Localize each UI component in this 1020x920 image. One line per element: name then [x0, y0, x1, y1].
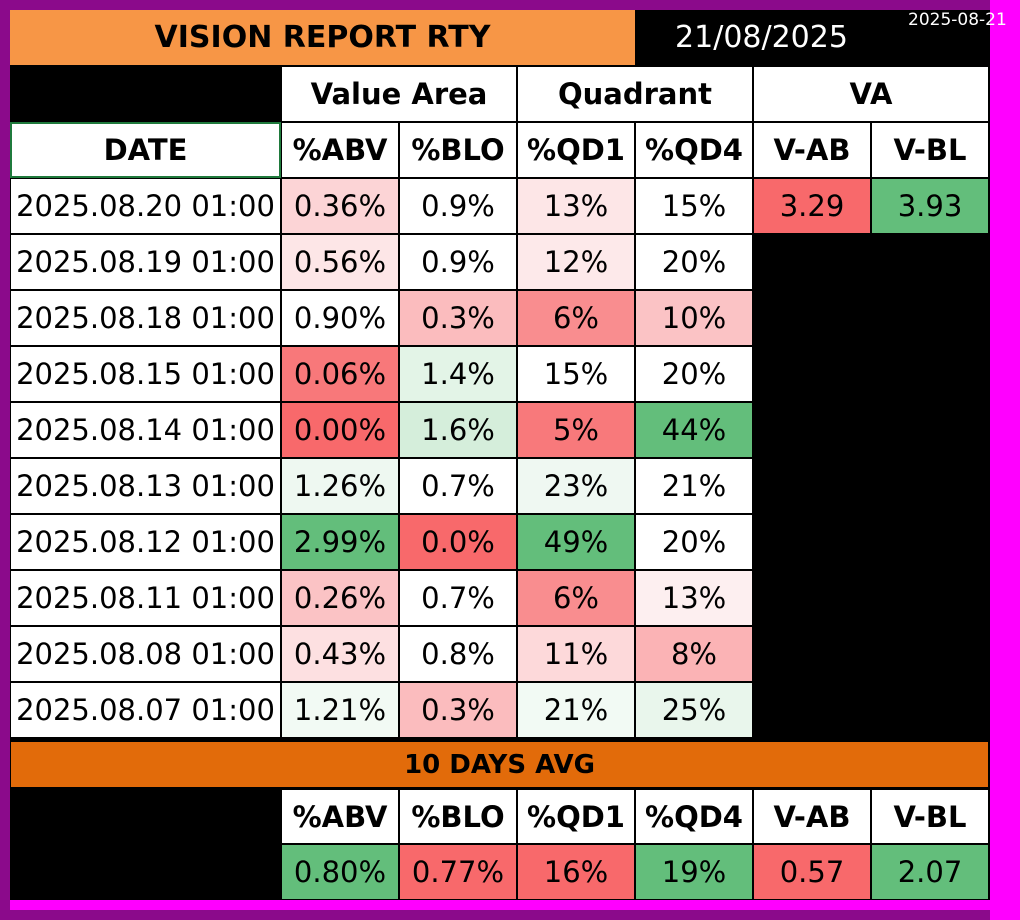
group-header-quadrant: Quadrant: [517, 66, 753, 122]
value-cell-abv: 1.26%: [281, 458, 399, 514]
date-cell: 2025.08.07 01:00: [10, 682, 281, 738]
value-cell-abv: 2.99%: [281, 514, 399, 570]
column-header-date: DATE: [10, 122, 281, 178]
bottom-border-strip: [10, 900, 990, 910]
group-header-value-area: Value Area: [281, 66, 517, 122]
value-cell-abv: 0.90%: [281, 290, 399, 346]
avg-value-qd4: 19%: [635, 844, 753, 900]
right-border-strip: [990, 0, 1020, 920]
value-cell-abv: 0.43%: [281, 626, 399, 682]
report-title: VISION REPORT RTY: [10, 10, 635, 65]
date-cell: 2025.08.13 01:00: [10, 458, 281, 514]
value-cell-vbl: 3.93: [871, 178, 989, 234]
column-header-v-bl: V-BL: [871, 122, 989, 178]
value-cell-abv: 0.06%: [281, 346, 399, 402]
column-header-pct-blo: %BLO: [399, 122, 517, 178]
avg-header-qd1: %QD1: [517, 789, 635, 844]
date-cell: 2025.08.19 01:00: [10, 234, 281, 290]
value-cell-qd1: 49%: [517, 514, 635, 570]
value-cell-abv: 0.00%: [281, 402, 399, 458]
value-cell-qd4: 15%: [635, 178, 753, 234]
value-cell-qd1: 15%: [517, 346, 635, 402]
avg-header-abv: %ABV: [281, 789, 399, 844]
value-cell-qd4: 44%: [635, 402, 753, 458]
avg-header-vbl: V-BL: [871, 789, 989, 844]
value-cell-qd1: 11%: [517, 626, 635, 682]
column-header-pct-qd4: %QD4: [635, 122, 753, 178]
date-cell: 2025.08.11 01:00: [10, 570, 281, 626]
value-cell-qd4: 8%: [635, 626, 753, 682]
value-cell-blo: 0.9%: [399, 178, 517, 234]
value-cell-qd1: 6%: [517, 570, 635, 626]
column-header-pct-abv: %ABV: [281, 122, 399, 178]
date-cell: 2025.08.20 01:00: [10, 178, 281, 234]
avg-value-qd1: 16%: [517, 844, 635, 900]
date-cell: 2025.08.08 01:00: [10, 626, 281, 682]
value-cell-qd1: 21%: [517, 682, 635, 738]
avg-value-vbl: 2.07: [871, 844, 989, 900]
value-cell-qd4: 20%: [635, 234, 753, 290]
value-cell-qd1: 12%: [517, 234, 635, 290]
value-cell-qd4: 21%: [635, 458, 753, 514]
avg-value-vab: 0.57: [753, 844, 871, 900]
group-header-va: VA: [753, 66, 989, 122]
value-cell-qd4: 13%: [635, 570, 753, 626]
value-cell-abv: 0.26%: [281, 570, 399, 626]
value-cell-qd4: 25%: [635, 682, 753, 738]
value-cell-qd4: 20%: [635, 346, 753, 402]
value-cell-blo: 1.4%: [399, 346, 517, 402]
report-date: 21/08/2025: [635, 10, 888, 65]
column-header-v-ab: V-AB: [753, 122, 871, 178]
avg-value-blo: 0.77%: [399, 844, 517, 900]
value-cell-blo: 0.0%: [399, 514, 517, 570]
value-cell-qd1: 13%: [517, 178, 635, 234]
value-cell-blo: 0.8%: [399, 626, 517, 682]
value-cell-blo: 0.3%: [399, 290, 517, 346]
value-cell-abv: 0.56%: [281, 234, 399, 290]
avg-header-vab: V-AB: [753, 789, 871, 844]
value-cell-blo: 0.9%: [399, 234, 517, 290]
value-cell-abv: 0.36%: [281, 178, 399, 234]
value-cell-qd1: 6%: [517, 290, 635, 346]
date-cell: 2025.08.18 01:00: [10, 290, 281, 346]
value-cell-qd1: 23%: [517, 458, 635, 514]
column-header-pct-qd1: %QD1: [517, 122, 635, 178]
value-cell-qd4: 20%: [635, 514, 753, 570]
date-cell: 2025.08.14 01:00: [10, 402, 281, 458]
avg-header-blo: %BLO: [399, 789, 517, 844]
value-cell-blo: 0.7%: [399, 458, 517, 514]
value-cell-blo: 0.3%: [399, 682, 517, 738]
value-cell-abv: 1.21%: [281, 682, 399, 738]
date-cell: 2025.08.12 01:00: [10, 514, 281, 570]
avg-value-abv: 0.80%: [281, 844, 399, 900]
value-cell-blo: 1.6%: [399, 402, 517, 458]
date-cell: 2025.08.15 01:00: [10, 346, 281, 402]
avg-header-qd4: %QD4: [635, 789, 753, 844]
avg-banner: 10 DAYS AVG: [10, 741, 989, 788]
value-cell-qd1: 5%: [517, 402, 635, 458]
value-cell-vab: 3.29: [753, 178, 871, 234]
value-cell-blo: 0.7%: [399, 570, 517, 626]
value-cell-qd4: 10%: [635, 290, 753, 346]
corner-date-stamp: 2025-08-21: [908, 10, 1007, 30]
